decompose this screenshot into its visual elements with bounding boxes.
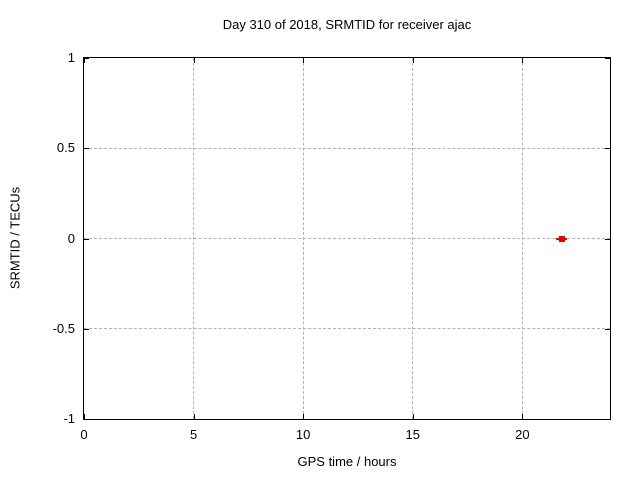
tick-mark-top [522, 58, 524, 63]
tick-mark-top [193, 58, 195, 63]
x-tick-label: 15 [405, 427, 420, 442]
chart-title: Day 310 of 2018, SRMTID for receiver aja… [222, 17, 472, 32]
tick-mark-right [605, 238, 610, 240]
tick-mark-bottom [412, 414, 414, 419]
tick-mark-bottom [522, 414, 524, 419]
x-tick-label: 0 [80, 427, 88, 442]
x-tick-label: 5 [189, 427, 198, 442]
y-tick-label: 0 [67, 230, 75, 246]
tick-mark-right [605, 328, 610, 330]
data-point-marker [558, 235, 565, 242]
tick-mark-top [412, 58, 414, 63]
y-tick-label: -0.5 [52, 320, 75, 336]
tick-mark-left [84, 419, 89, 420]
tick-mark-bottom [303, 414, 305, 419]
y-tick-label: 0.5 [56, 140, 75, 156]
grid-line-horizontal [84, 238, 610, 239]
tick-mark-top [84, 58, 85, 63]
tick-mark-right [605, 419, 610, 420]
tick-mark-left [84, 58, 89, 59]
x-tick-label: 10 [295, 427, 311, 442]
grid-line-horizontal [84, 328, 610, 330]
tick-mark-bottom [193, 414, 195, 419]
grid-line-horizontal [84, 147, 610, 149]
plot-area [83, 57, 611, 420]
y-tick-label: -1 [63, 411, 75, 426]
x-axis-label: GPS time / hours [297, 454, 397, 469]
tick-mark-top [303, 58, 305, 63]
y-tick-label: 1 [67, 50, 75, 65]
x-tick-label: 20 [515, 427, 530, 442]
tick-mark-left [84, 238, 89, 240]
tick-mark-bottom [84, 414, 85, 419]
tick-mark-right [605, 58, 610, 59]
tick-mark-right [605, 148, 610, 150]
tick-mark-left [84, 148, 89, 150]
tick-mark-left [84, 328, 89, 330]
